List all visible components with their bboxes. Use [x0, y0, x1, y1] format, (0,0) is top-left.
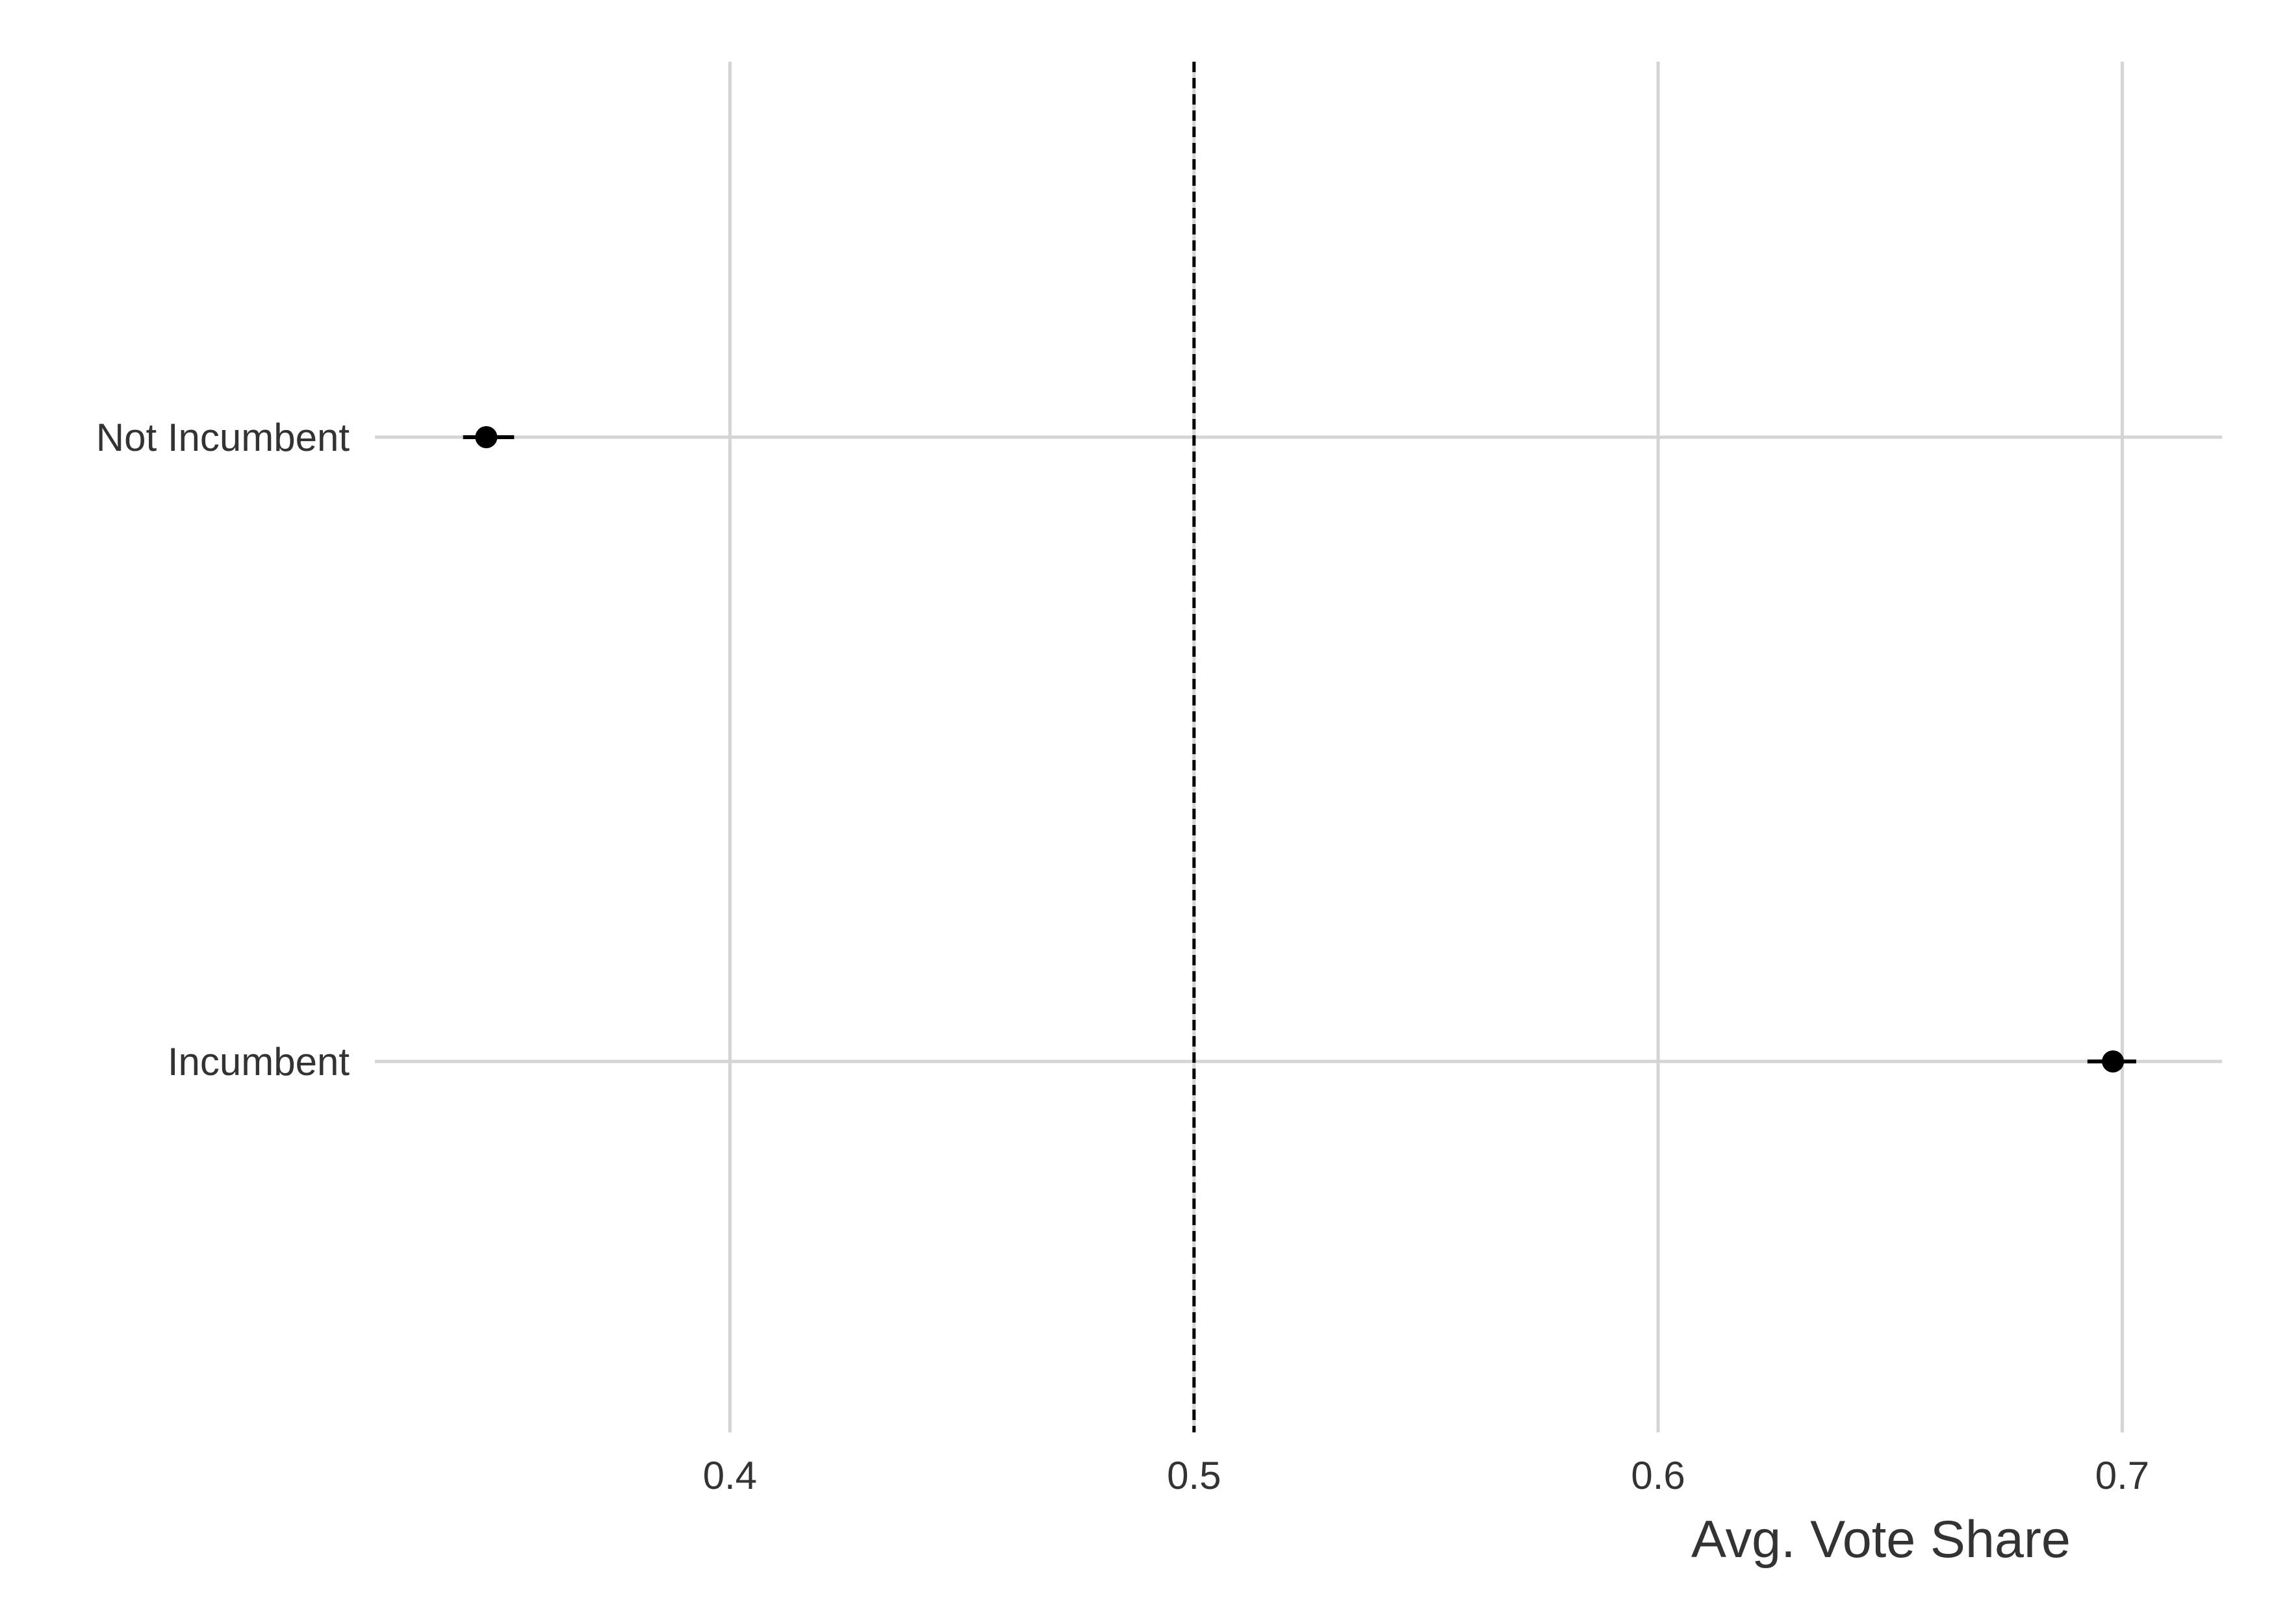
vertical-gridlines [728, 62, 2124, 1432]
point-not-incumbent [475, 426, 498, 448]
x-tick-label-0-7: 0.7 [2095, 1454, 2149, 1497]
y-tick-labels: Not Incumbent Incumbent [96, 416, 350, 1084]
y-tick-label-not-incumbent: Not Incumbent [96, 416, 350, 459]
x-tick-label-0-5: 0.5 [1167, 1454, 1221, 1497]
data-points [475, 426, 2125, 1072]
y-tick-label-incumbent: Incumbent [168, 1040, 350, 1084]
x-axis-title: Avg. Vote Share [1691, 1510, 2071, 1569]
x-tick-labels: 0.4 0.5 0.6 0.7 [703, 1454, 2149, 1497]
horizontal-gridlines [375, 435, 2222, 1063]
x-tick-label-0-6: 0.6 [1631, 1454, 1685, 1497]
x-tick-label-0-4: 0.4 [703, 1454, 757, 1497]
point-incumbent [2102, 1050, 2125, 1072]
error-bars [463, 435, 2136, 1063]
